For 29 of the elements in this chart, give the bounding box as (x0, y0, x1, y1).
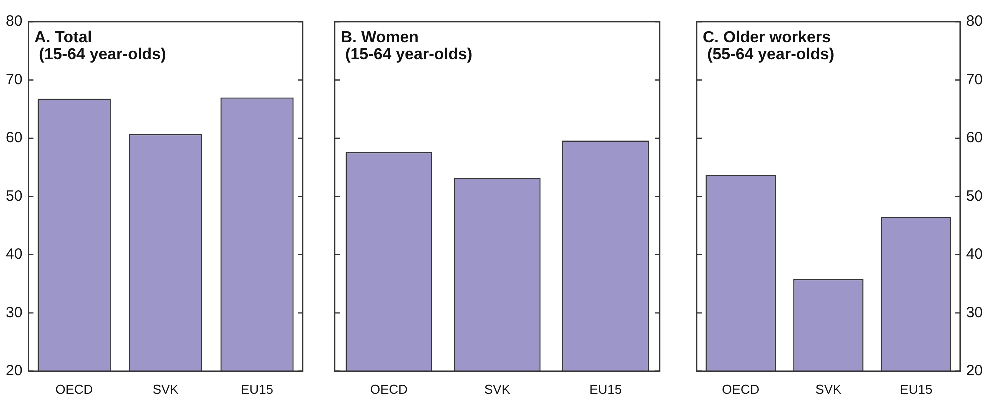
y-tick-label: 40 (6, 246, 23, 264)
x-tick-label: SVK (484, 382, 511, 397)
y2-tick-label: 50 (966, 188, 984, 205)
y-tick-label: 20 (6, 362, 23, 380)
x-tick-label: EU15 (590, 382, 622, 397)
y2-tick-label: 70 (966, 71, 984, 88)
y-tick-label: 80 (6, 13, 23, 30)
y2-tick-label: 20 (966, 362, 984, 380)
text: (15-64 year-olds) (341, 46, 473, 64)
y2-tick-label: 40 (966, 246, 984, 264)
y2-tick-label: 30 (966, 304, 984, 322)
x-tick-label: EU15 (241, 382, 274, 397)
chart-title: C. Older workers (703, 29, 832, 46)
y2-tick-label: 60 (966, 130, 984, 147)
chart-title: B. Women (341, 29, 419, 46)
y2-tick-label: 80 (966, 13, 984, 30)
x-tick-label: OECD (370, 382, 408, 397)
text: (15-64 year-olds) (34, 46, 166, 64)
y-tick-label: 30 (6, 304, 23, 322)
x-tick-label: EU15 (900, 382, 933, 397)
x-tick-label: SVK (152, 382, 180, 397)
x-tick-label: SVK (816, 382, 842, 397)
chart-title: A. Total (34, 29, 92, 46)
y-tick-label: 60 (6, 130, 23, 147)
y-tick-label: 70 (6, 71, 23, 88)
text: (55-64 year-olds) (703, 46, 835, 64)
y-tick-label: 50 (6, 188, 23, 205)
x-tick-label: OECD (722, 382, 760, 397)
x-tick-label: OECD (56, 382, 94, 397)
